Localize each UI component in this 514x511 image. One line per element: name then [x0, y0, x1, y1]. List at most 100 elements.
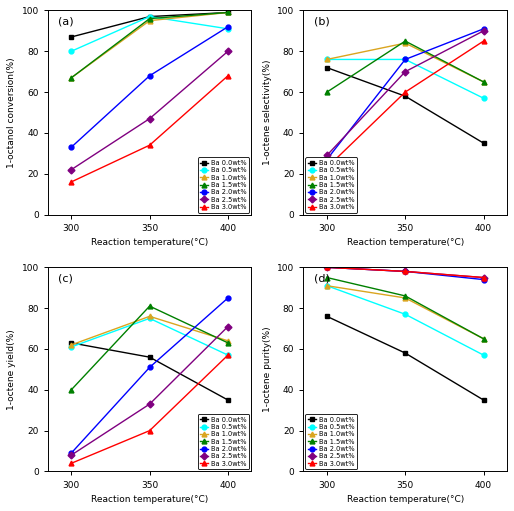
Line: Ba 1.0wt%: Ba 1.0wt%: [324, 41, 486, 84]
Line: Ba 3.0wt%: Ba 3.0wt%: [324, 265, 486, 280]
Ba 0.5wt%: [402, 56, 408, 62]
Line: Ba 0.5wt%: Ba 0.5wt%: [69, 316, 230, 358]
Ba 1.5wt%: [146, 15, 153, 21]
Ba 1.5wt%: [68, 387, 75, 393]
Ba 3.0wt%: [481, 274, 487, 281]
Ba 3.0wt%: [146, 428, 153, 434]
Line: Ba 2.0wt%: Ba 2.0wt%: [69, 25, 230, 150]
Ba 2.0wt%: [324, 264, 330, 270]
Ba 3.0wt%: [324, 264, 330, 270]
Ba 3.0wt%: [68, 179, 75, 185]
Y-axis label: 1-octanol conversion(%): 1-octanol conversion(%): [7, 57, 16, 168]
Ba 2.5wt%: [146, 401, 153, 407]
Ba 1.5wt%: [225, 9, 231, 15]
Line: Ba 0.5wt%: Ba 0.5wt%: [324, 283, 486, 358]
X-axis label: Reaction temperature(°C): Reaction temperature(°C): [346, 495, 464, 504]
Ba 2.0wt%: [146, 73, 153, 79]
Ba 1.5wt%: [68, 75, 75, 81]
Ba 0.5wt%: [68, 48, 75, 54]
Ba 0.5wt%: [225, 26, 231, 32]
Ba 3.0wt%: [225, 73, 231, 79]
Ba 2.0wt%: [225, 24, 231, 30]
Ba 1.0wt%: [481, 336, 487, 342]
Ba 1.0wt%: [481, 79, 487, 85]
Ba 2.5wt%: [402, 68, 408, 75]
Ba 2.0wt%: [402, 268, 408, 274]
Line: Ba 0.5wt%: Ba 0.5wt%: [69, 14, 230, 54]
Ba 0.0wt%: [146, 13, 153, 19]
Line: Ba 2.0wt%: Ba 2.0wt%: [324, 265, 486, 282]
X-axis label: Reaction temperature(°C): Reaction temperature(°C): [91, 238, 208, 247]
X-axis label: Reaction temperature(°C): Reaction temperature(°C): [91, 495, 208, 504]
Ba 0.0wt%: [402, 93, 408, 99]
Line: Ba 1.5wt%: Ba 1.5wt%: [324, 39, 486, 95]
Line: Ba 2.5wt%: Ba 2.5wt%: [324, 29, 486, 158]
Ba 2.0wt%: [481, 26, 487, 32]
Line: Ba 2.5wt%: Ba 2.5wt%: [69, 324, 230, 457]
Ba 3.0wt%: [68, 460, 75, 467]
Y-axis label: 1-octene yield(%): 1-octene yield(%): [7, 329, 16, 410]
Ba 0.0wt%: [402, 350, 408, 356]
Line: Ba 1.0wt%: Ba 1.0wt%: [69, 314, 230, 347]
Ba 3.0wt%: [481, 38, 487, 44]
Ba 3.0wt%: [402, 268, 408, 274]
Ba 1.5wt%: [225, 340, 231, 346]
Ba 0.5wt%: [225, 352, 231, 358]
Ba 2.0wt%: [68, 144, 75, 150]
Ba 0.0wt%: [324, 64, 330, 71]
Ba 3.0wt%: [402, 89, 408, 95]
Ba 0.0wt%: [481, 140, 487, 146]
Ba 3.0wt%: [225, 352, 231, 358]
Ba 0.0wt%: [225, 9, 231, 15]
Ba 0.0wt%: [146, 354, 153, 360]
Ba 2.5wt%: [68, 167, 75, 173]
Ba 2.5wt%: [402, 268, 408, 274]
Ba 2.5wt%: [146, 115, 153, 122]
Ba 3.0wt%: [146, 142, 153, 148]
Text: (c): (c): [58, 273, 73, 284]
Ba 1.0wt%: [324, 283, 330, 289]
Ba 2.5wt%: [68, 452, 75, 458]
Ba 2.0wt%: [68, 450, 75, 456]
Legend: Ba 0.0wt%, Ba 0.5wt%, Ba 1.0wt%, Ba 1.5wt%, Ba 2.0wt%, Ba 2.5wt%, Ba 3.0wt%: Ba 0.0wt%, Ba 0.5wt%, Ba 1.0wt%, Ba 1.5w…: [198, 414, 249, 470]
Line: Ba 3.0wt%: Ba 3.0wt%: [69, 353, 230, 466]
Ba 1.0wt%: [68, 342, 75, 348]
Legend: Ba 0.0wt%, Ba 0.5wt%, Ba 1.0wt%, Ba 1.5wt%, Ba 2.0wt%, Ba 2.5wt%, Ba 3.0wt%: Ba 0.0wt%, Ba 0.5wt%, Ba 1.0wt%, Ba 1.5w…: [305, 157, 357, 213]
Legend: Ba 0.0wt%, Ba 0.5wt%, Ba 1.0wt%, Ba 1.5wt%, Ba 2.0wt%, Ba 2.5wt%, Ba 3.0wt%: Ba 0.0wt%, Ba 0.5wt%, Ba 1.0wt%, Ba 1.5w…: [305, 414, 357, 470]
Line: Ba 2.0wt%: Ba 2.0wt%: [324, 27, 486, 162]
Line: Ba 1.0wt%: Ba 1.0wt%: [69, 10, 230, 80]
Line: Ba 1.0wt%: Ba 1.0wt%: [324, 283, 486, 341]
Ba 0.5wt%: [146, 315, 153, 321]
Ba 0.5wt%: [402, 311, 408, 317]
Ba 2.5wt%: [324, 264, 330, 270]
Text: (a): (a): [58, 16, 74, 27]
Line: Ba 0.0wt%: Ba 0.0wt%: [324, 65, 486, 146]
Line: Ba 2.5wt%: Ba 2.5wt%: [324, 265, 486, 280]
Ba 2.5wt%: [481, 274, 487, 281]
Line: Ba 0.0wt%: Ba 0.0wt%: [69, 340, 230, 403]
Ba 1.0wt%: [146, 17, 153, 24]
Ba 1.0wt%: [324, 56, 330, 62]
Ba 2.5wt%: [481, 28, 487, 34]
Ba 2.0wt%: [324, 156, 330, 162]
Ba 0.5wt%: [324, 56, 330, 62]
Ba 1.5wt%: [481, 336, 487, 342]
Ba 1.0wt%: [225, 338, 231, 344]
Ba 0.0wt%: [225, 397, 231, 403]
Ba 1.0wt%: [68, 75, 75, 81]
Ba 1.0wt%: [146, 313, 153, 319]
Y-axis label: 1-octene selectivity(%): 1-octene selectivity(%): [263, 60, 271, 165]
Ba 1.5wt%: [324, 274, 330, 281]
Ba 0.0wt%: [324, 313, 330, 319]
Line: Ba 1.5wt%: Ba 1.5wt%: [324, 275, 486, 341]
Ba 0.5wt%: [324, 283, 330, 289]
Ba 1.0wt%: [402, 295, 408, 301]
Line: Ba 2.5wt%: Ba 2.5wt%: [69, 49, 230, 172]
Line: Ba 1.5wt%: Ba 1.5wt%: [69, 10, 230, 80]
Ba 1.5wt%: [402, 293, 408, 299]
Line: Ba 3.0wt%: Ba 3.0wt%: [324, 39, 486, 170]
Ba 1.5wt%: [402, 38, 408, 44]
Line: Ba 0.0wt%: Ba 0.0wt%: [324, 314, 486, 403]
Ba 2.0wt%: [402, 56, 408, 62]
Ba 1.0wt%: [225, 9, 231, 15]
